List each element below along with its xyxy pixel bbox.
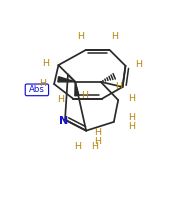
FancyBboxPatch shape xyxy=(25,84,49,96)
Polygon shape xyxy=(75,82,79,96)
Text: H: H xyxy=(95,137,102,146)
Text: N: N xyxy=(59,116,69,126)
Polygon shape xyxy=(58,77,75,82)
Text: H: H xyxy=(111,32,118,41)
Text: H: H xyxy=(135,60,142,69)
Text: H: H xyxy=(91,142,98,151)
Text: Abs: Abs xyxy=(29,85,45,94)
Text: H: H xyxy=(115,82,122,91)
Text: H: H xyxy=(128,94,135,103)
Text: H: H xyxy=(81,91,88,100)
Text: H: H xyxy=(39,79,46,88)
Text: H: H xyxy=(58,95,65,104)
Text: H: H xyxy=(128,122,135,131)
Text: H: H xyxy=(42,59,49,68)
Text: H: H xyxy=(74,142,81,151)
Text: H: H xyxy=(95,128,102,137)
Text: H: H xyxy=(77,32,84,41)
Text: H: H xyxy=(128,113,135,122)
